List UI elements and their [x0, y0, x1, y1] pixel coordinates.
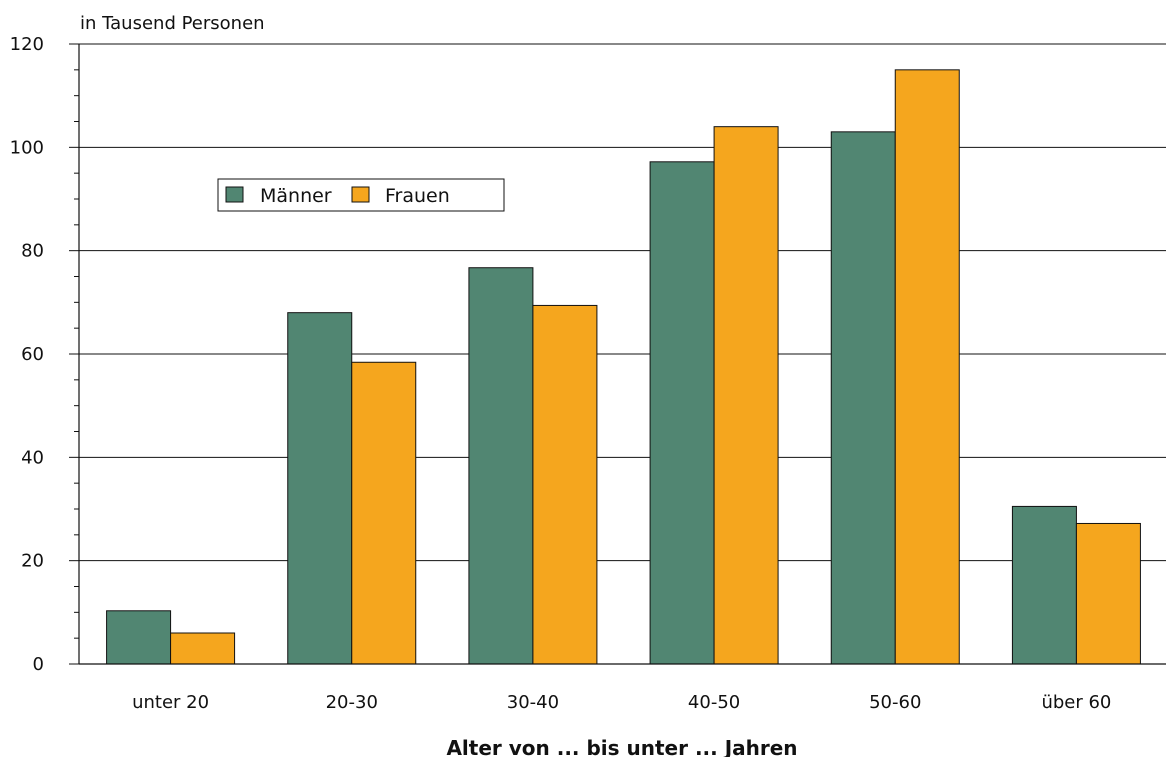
bar-frauen	[1075, 522, 1141, 665]
bar-maenner	[830, 131, 896, 665]
legend: Männer Frauen	[217, 178, 505, 212]
x-tick-label: 30-40	[507, 692, 559, 713]
x-tick-label: 50-60	[869, 692, 921, 713]
bar-maenner	[649, 161, 715, 665]
bar-maenner	[106, 610, 172, 665]
unit-label: in Tausend Personen	[80, 13, 265, 34]
y-tick-label: 20	[21, 551, 44, 572]
legend-swatch-maenner	[225, 186, 244, 203]
x-tick-label: über 60	[1041, 692, 1111, 713]
y-tick-labels: 0 20 40 60 80 100 120	[10, 34, 44, 675]
x-tick-labels: unter 20 20-30 30-40 40-50 50-60 über 60	[132, 692, 1111, 713]
y-tick-label: 100	[10, 137, 44, 158]
legend-label-frauen: Frauen	[385, 185, 450, 207]
gridlines	[69, 43, 1166, 665]
y-tick-label: 120	[10, 34, 44, 55]
bar-frauen	[532, 304, 598, 665]
bars	[106, 69, 1141, 665]
y-tick-label: 0	[33, 654, 44, 675]
legend-swatch-frauen	[351, 186, 370, 203]
legend-label-maenner: Männer	[260, 185, 332, 207]
y-tick-label: 40	[21, 447, 44, 468]
bar-frauen	[713, 126, 779, 665]
bar-frauen	[894, 69, 960, 665]
bar-maenner	[468, 267, 534, 665]
bar-maenner	[287, 312, 353, 665]
bar-frauen	[170, 632, 236, 665]
y-tick-label: 60	[21, 344, 44, 365]
axes	[78, 44, 1166, 665]
y-tick-label: 80	[21, 241, 44, 262]
bar-maenner	[1011, 505, 1077, 665]
x-tick-label: 20-30	[326, 692, 378, 713]
x-axis-title: Alter von ... bis unter ... Jahren	[446, 736, 797, 757]
x-tick-label: unter 20	[132, 692, 209, 713]
bar-frauen	[351, 361, 417, 665]
x-tick-label: 40-50	[688, 692, 740, 713]
